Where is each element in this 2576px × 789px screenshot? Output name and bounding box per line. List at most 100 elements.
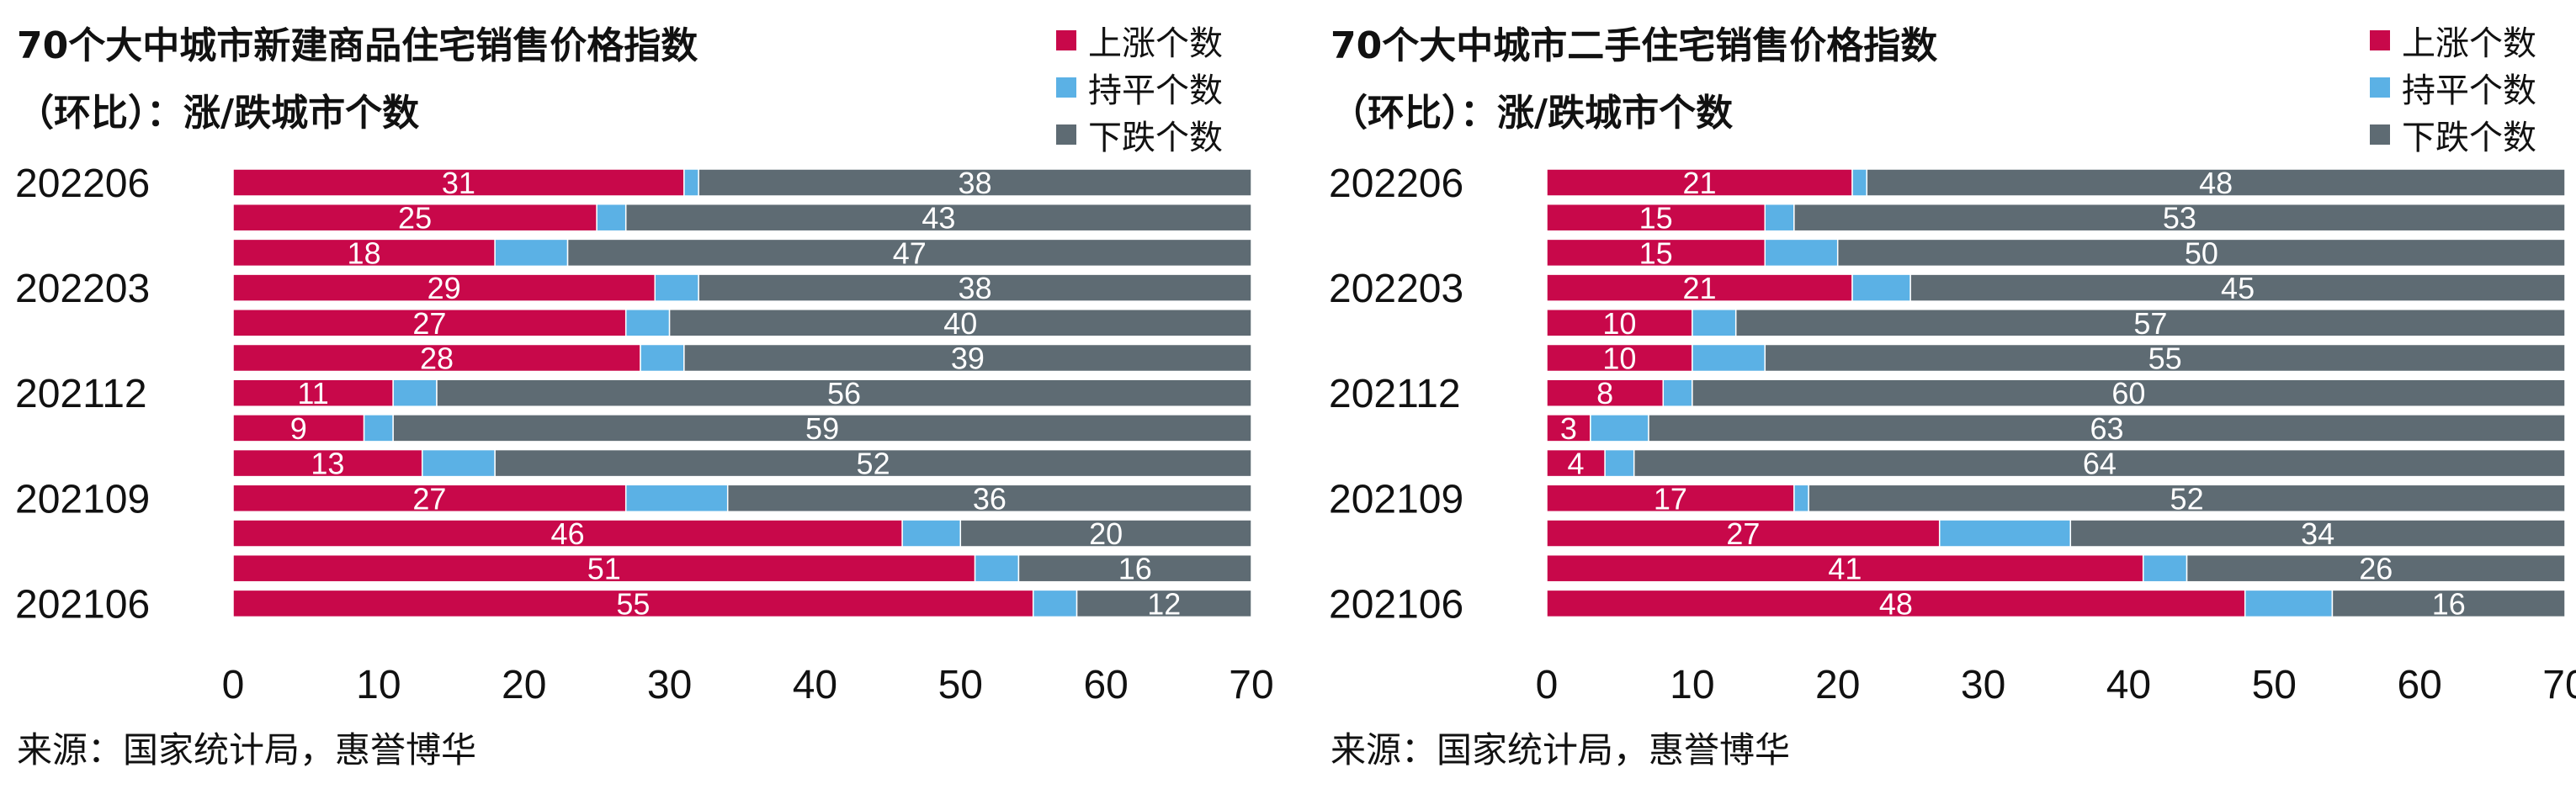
- data-label-up: 15: [1639, 236, 1673, 270]
- x-tick-label: 60: [2397, 663, 2441, 707]
- data-label-up: 27: [412, 481, 446, 516]
- chart-title-line1: 70个大中城市二手住宅销售价格指数: [1330, 24, 1938, 67]
- data-label-down: 57: [2133, 306, 2167, 341]
- data-label-up: 29: [428, 271, 461, 305]
- bar-up: [232, 414, 365, 442]
- data-label-down: 39: [951, 342, 985, 376]
- bar-up: [232, 168, 685, 197]
- bar-down: [1836, 238, 2566, 267]
- data-label-down: 60: [2111, 376, 2145, 410]
- legend: 上涨个数 持平个数 下跌个数: [2370, 17, 2536, 158]
- data-label-down: 48: [2199, 166, 2233, 200]
- legend-item-flat: 持平个数: [2370, 64, 2536, 111]
- data-label-up: 27: [1726, 516, 1760, 551]
- data-label-down: 52: [857, 447, 890, 481]
- x-tick-label: 70: [1229, 663, 1273, 707]
- bar-flat: [1764, 238, 1839, 267]
- bar-flat: [624, 309, 671, 337]
- data-label-up: 18: [348, 236, 381, 270]
- legend-label-up: 上涨个数: [1088, 24, 1223, 63]
- data-label-down: 50: [2185, 236, 2218, 270]
- bar-up: [232, 484, 627, 513]
- x-tick-label: 70: [2542, 663, 2576, 707]
- data-label-down: 34: [2301, 516, 2334, 551]
- bar-flat: [421, 448, 496, 478]
- legend-swatch-up: [2370, 30, 2390, 50]
- bar-up: [232, 343, 641, 373]
- bar-flat: [1662, 379, 1693, 407]
- bar-up: [232, 519, 903, 548]
- bar-flat: [1692, 309, 1737, 337]
- legend-swatch-up: [1056, 30, 1076, 50]
- data-label-up: 4: [1568, 447, 1585, 481]
- bar-flat: [1851, 273, 1911, 302]
- y-tick-label: 202203: [1329, 267, 1463, 311]
- bar-flat: [683, 168, 699, 197]
- data-label-up: 46: [551, 516, 585, 551]
- source-note: 来源：国家统计局，惠誉博华: [17, 729, 477, 770]
- bar-up: [1546, 168, 1853, 197]
- data-label-up: 51: [587, 552, 621, 586]
- data-label-down: 64: [2083, 447, 2117, 481]
- bar-down: [698, 273, 1252, 302]
- bar-down: [494, 448, 1252, 478]
- bar-down: [1734, 309, 2566, 337]
- bar-up: [232, 448, 423, 478]
- x-tick-label: 0: [1536, 663, 1559, 707]
- data-label-down: 40: [943, 306, 977, 341]
- x-tick-label: 20: [1815, 663, 1860, 707]
- legend-swatch-down: [2370, 124, 2390, 145]
- legend-item-down: 下跌个数: [1056, 111, 1223, 158]
- bar-flat: [1938, 519, 2072, 548]
- data-label-down: 12: [1147, 586, 1181, 621]
- data-label-up: 55: [616, 586, 650, 621]
- bar-flat: [2244, 589, 2334, 618]
- bar-down: [392, 414, 1252, 442]
- chart-panel-new-homes: 70个大中城市新建商品住宅销售价格指数 （环比）：涨/跌城市个数 上涨个数 持平…: [15, 17, 1274, 770]
- bar-flat: [494, 238, 569, 267]
- data-label-up: 15: [1639, 201, 1673, 236]
- data-label-down: 26: [2359, 552, 2393, 586]
- data-label-down: 63: [2090, 411, 2123, 446]
- x-tick-label: 30: [1961, 663, 2005, 707]
- legend-label-flat: 持平个数: [1088, 71, 1223, 110]
- y-tick-label: 202206: [1329, 162, 1463, 206]
- bar-down: [668, 309, 1252, 337]
- data-label-down: 16: [1118, 552, 1152, 586]
- bar-flat: [654, 273, 699, 302]
- data-label-up: 10: [1602, 306, 1636, 341]
- bar-up: [232, 379, 394, 407]
- data-label-up: 13: [311, 447, 344, 481]
- data-label-down: 56: [827, 376, 861, 410]
- bar-up: [1546, 414, 1591, 442]
- bar-down: [726, 484, 1252, 513]
- bar-up: [232, 553, 976, 583]
- bar-up: [1546, 448, 1606, 478]
- bar-down: [624, 203, 1252, 232]
- data-label-up: 21: [1682, 271, 1716, 305]
- bar-flat: [1604, 448, 1635, 478]
- data-label-up: 21: [1682, 166, 1716, 200]
- x-tick-label: 10: [1670, 663, 1714, 707]
- data-label-down: 20: [1089, 516, 1123, 551]
- x-tick-label: 20: [502, 663, 546, 707]
- bar-down: [683, 343, 1252, 373]
- chart-panel-second-hand-homes: 70个大中城市二手住宅销售价格指数 （环比）：涨/跌城市个数 上涨个数 持平个数…: [1314, 0, 2576, 789]
- data-label-down: 36: [973, 481, 1006, 516]
- x-tick-label: 40: [2106, 663, 2151, 707]
- bar-up: [232, 273, 656, 302]
- bar-down: [2069, 519, 2566, 548]
- bar-flat: [1590, 414, 1649, 442]
- data-label-down: 55: [2148, 342, 2182, 376]
- data-label-down: 38: [959, 166, 992, 200]
- legend-label-down: 下跌个数: [2402, 119, 2536, 157]
- legend-item-up: 上涨个数: [1056, 17, 1223, 64]
- bar-down: [1076, 589, 1252, 618]
- y-tick-label: 202106: [1329, 582, 1463, 627]
- data-label-down: 59: [805, 411, 839, 446]
- y-tick-label: 202106: [15, 582, 150, 627]
- bar-up: [232, 203, 598, 232]
- bar-flat: [1692, 343, 1766, 373]
- legend-label-up: 上涨个数: [2402, 24, 2536, 63]
- bar-plot: 21 48 202206 15 53 15 50 21 45 202203 10 57 10 55 8 60 2…: [1329, 162, 2576, 707]
